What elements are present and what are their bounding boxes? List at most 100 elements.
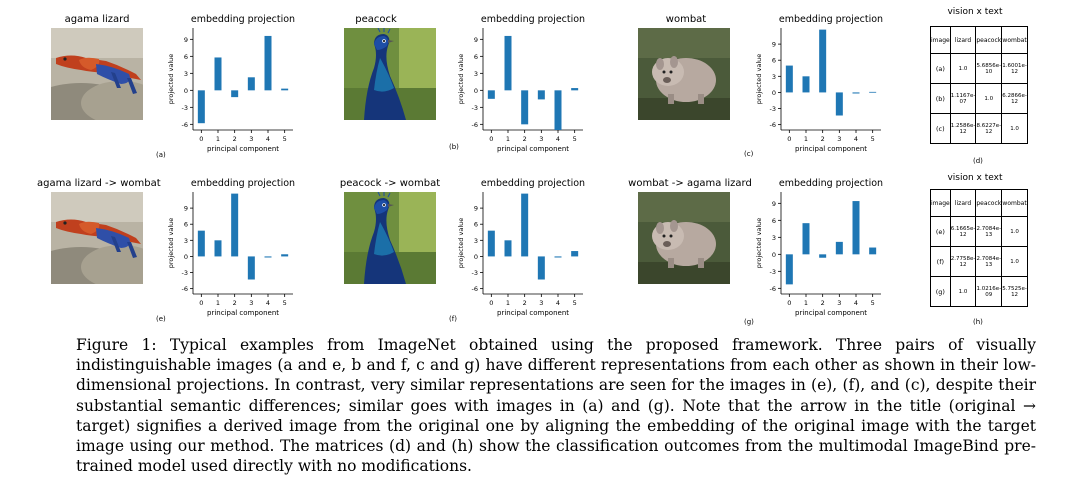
y-tick-label: 0 bbox=[184, 87, 188, 95]
matrix-cell: 1.0 bbox=[1001, 246, 1028, 277]
panel-b-label: (b) bbox=[449, 143, 459, 151]
x-tick-label: 0 bbox=[787, 135, 791, 143]
bar bbox=[571, 251, 579, 257]
matrix-row-label: (g) bbox=[930, 276, 951, 307]
y-tick-label: -6 bbox=[770, 121, 776, 129]
bar bbox=[869, 91, 877, 93]
matrix-cell: 1.2586e-12 bbox=[949, 113, 977, 144]
x-tick-label: 2 bbox=[233, 299, 237, 307]
chart-a: embedding projection 9 6 3 0 -3 -6 0 1 2 3 4 5 princi… bbox=[165, 12, 320, 162]
y-tick-label: 6 bbox=[184, 221, 188, 229]
x-axis-label: principal component bbox=[207, 145, 279, 153]
bar bbox=[802, 223, 810, 255]
x-tick-label: 1 bbox=[506, 299, 510, 307]
x-tick-label: 5 bbox=[871, 299, 875, 307]
bar bbox=[869, 247, 877, 255]
y-tick-label: -3 bbox=[182, 269, 188, 277]
y-tick-label: -3 bbox=[770, 268, 776, 276]
panel-b-title: peacock bbox=[355, 14, 397, 25]
x-tick-label: 5 bbox=[283, 299, 287, 307]
x-axis-label: principal component bbox=[795, 145, 867, 153]
y-tick-label: 3 bbox=[772, 73, 776, 81]
y-tick-label: 3 bbox=[474, 70, 478, 78]
matrix-header-cell: wombat bbox=[1001, 26, 1028, 54]
bar bbox=[504, 240, 512, 257]
figure-caption: Figure 1: Typical examples from ImageNet… bbox=[76, 336, 1036, 476]
x-tick-label: 3 bbox=[837, 135, 841, 143]
y-tick-label: 3 bbox=[184, 237, 188, 245]
y-axis-label: projected value bbox=[167, 54, 175, 105]
matrix-row: (a) 1.0 5.6856e-10 1.6001e-12 bbox=[930, 53, 1028, 84]
y-tick-label: -6 bbox=[770, 285, 776, 293]
y-tick-label: 0 bbox=[474, 87, 478, 95]
x-tick-label: 4 bbox=[266, 299, 270, 307]
panel-e-title: agama lizard -> wombat bbox=[37, 178, 161, 189]
photo-agama-lizard-e bbox=[51, 192, 143, 284]
matrix-row: (c) 1.2586e-12 8.6227e-12 1.0 bbox=[930, 113, 1028, 144]
panel-a-title: agama lizard bbox=[64, 14, 130, 25]
matrix-row-label: (b) bbox=[930, 83, 951, 114]
chart-title: embedding projection bbox=[481, 178, 585, 189]
bar bbox=[554, 90, 562, 130]
x-tick-label: 1 bbox=[216, 135, 220, 143]
bar bbox=[281, 88, 289, 91]
y-tick-label: 3 bbox=[772, 234, 776, 242]
y-axis-label: projected value bbox=[457, 54, 465, 105]
x-axis-label: principal component bbox=[795, 309, 867, 317]
panel-f-label: (f) bbox=[449, 315, 457, 323]
matrix-cell: 1.0 bbox=[975, 83, 1003, 114]
bar bbox=[231, 90, 239, 98]
y-tick-label: 0 bbox=[772, 251, 776, 259]
x-tick-label: 3 bbox=[249, 299, 253, 307]
matrix-h-label: (h) bbox=[973, 318, 983, 326]
photo-agama-lizard-a bbox=[51, 28, 143, 120]
y-tick-label: -6 bbox=[182, 285, 188, 293]
bar bbox=[521, 193, 529, 257]
bar bbox=[247, 77, 255, 91]
matrix-h-title: vision x text bbox=[947, 173, 1003, 183]
y-tick-label: 9 bbox=[474, 205, 478, 213]
matrix-d-title: vision x text bbox=[947, 7, 1003, 17]
bar bbox=[819, 254, 827, 258]
chart-g: embedding projection 9 6 3 0 -3 -6 0 1 2 3 4 5 princi… bbox=[753, 176, 908, 326]
matrix-header-cell: peacock bbox=[975, 26, 1003, 54]
x-axis-label: principal component bbox=[497, 145, 569, 153]
matrix-cell: 1.6001e-12 bbox=[1001, 53, 1028, 84]
y-tick-label: 3 bbox=[474, 237, 478, 245]
x-tick-label: 0 bbox=[489, 135, 493, 143]
x-tick-label: 3 bbox=[249, 135, 253, 143]
matrix-row: (g) 1.0 1.0216e-09 5.7525e-12 bbox=[930, 276, 1028, 307]
matrix-row: (b) 1.1167e-07 1.0 6.2866e-12 bbox=[930, 83, 1028, 114]
chart-title: embedding projection bbox=[481, 14, 585, 25]
matrix-cell: 1.0 bbox=[949, 276, 977, 307]
bar bbox=[281, 254, 289, 257]
bar bbox=[521, 90, 529, 125]
x-tick-label: 0 bbox=[199, 299, 203, 307]
panel-c-title: wombat bbox=[665, 14, 707, 25]
matrix-header-cell: lizard bbox=[949, 26, 977, 54]
y-tick-label: 0 bbox=[772, 89, 776, 97]
matrix-cell: 2.7758e-12 bbox=[949, 246, 977, 277]
x-tick-label: 4 bbox=[854, 299, 858, 307]
x-tick-label: 5 bbox=[573, 135, 577, 143]
x-axis-label: principal component bbox=[497, 309, 569, 317]
matrix-header-cell: wombat bbox=[1001, 189, 1028, 217]
bar bbox=[835, 241, 843, 255]
y-axis-label: projected value bbox=[167, 218, 175, 269]
x-tick-label: 0 bbox=[787, 299, 791, 307]
x-tick-label: 2 bbox=[821, 135, 825, 143]
panel-c-label: (c) bbox=[744, 150, 754, 158]
x-tick-label: 2 bbox=[523, 135, 527, 143]
matrix-row-label: (a) bbox=[930, 53, 951, 84]
matrix-cell: 2.7084e-13 bbox=[975, 216, 1003, 247]
matrix-cell: 1.0 bbox=[949, 53, 977, 84]
matrix-cell: 1.0 bbox=[1001, 216, 1028, 247]
bar bbox=[504, 35, 512, 91]
bar bbox=[214, 57, 222, 91]
y-axis-label: projected value bbox=[457, 218, 465, 269]
bar bbox=[554, 256, 562, 258]
bar bbox=[852, 201, 860, 255]
matrix-d: image lizard peacock wombat (a) 1.0 5.6856e-10… bbox=[930, 26, 1028, 144]
y-tick-label: 9 bbox=[772, 41, 776, 49]
panel-a-label: (a) bbox=[156, 151, 166, 159]
